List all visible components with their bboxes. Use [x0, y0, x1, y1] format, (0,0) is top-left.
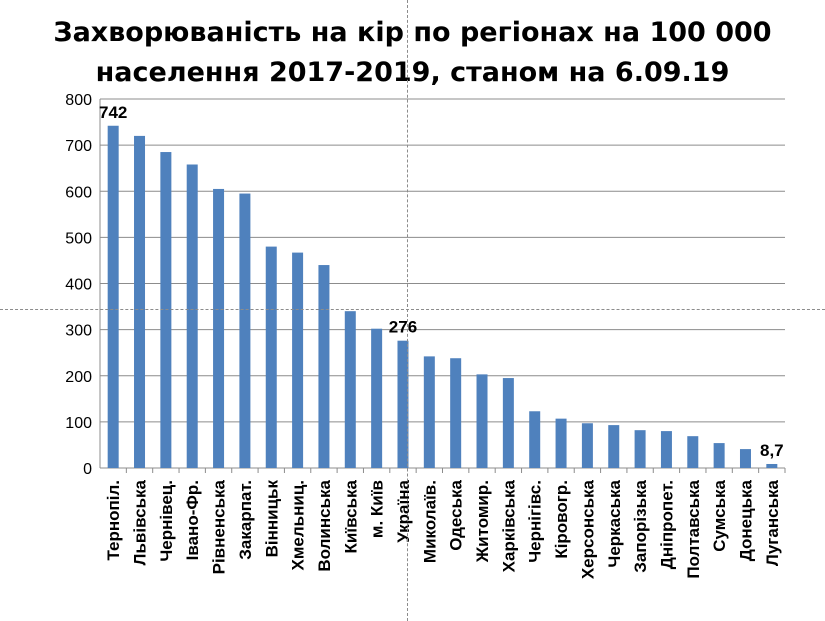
bar [318, 265, 330, 468]
x-tick-label: Хмельниц. [289, 480, 308, 571]
horizontal-guide-line [0, 309, 825, 310]
x-tick-label: Черкаська [605, 479, 624, 567]
x-tick-label: Чернівец. [157, 480, 176, 562]
y-tick-label: 700 [65, 138, 92, 155]
x-tick-label: Сумська [710, 479, 729, 551]
x-tick-label: Полтавська [684, 479, 703, 578]
bar [292, 252, 304, 468]
bar [634, 430, 646, 468]
x-tick-label: Тернопіл. [104, 480, 123, 561]
vertical-guide-line [407, 0, 408, 621]
chart-title-line-1: Захворюваність на кір по регіонах на 100… [53, 17, 772, 48]
x-tick-label: Чернігівс. [526, 480, 545, 563]
x-tick-label: Луганська [763, 479, 782, 566]
data-label: 8,7 [760, 441, 784, 460]
y-tick-label: 800 [65, 92, 92, 109]
bar [213, 188, 225, 468]
bar [107, 125, 119, 468]
bar [581, 423, 593, 468]
y-tick-label: 600 [65, 184, 92, 201]
y-tick-label: 500 [65, 230, 92, 247]
x-tick-label: Кіровогр. [552, 480, 571, 559]
y-tick-label: 0 [83, 461, 92, 478]
bar [134, 135, 146, 468]
x-tick-label: Одеська [447, 479, 466, 550]
bar [239, 193, 251, 468]
x-tick-label: Волинська [315, 479, 334, 571]
x-tick-label: Київська [341, 479, 360, 553]
x-tick-label: Дніпропет. [657, 480, 676, 569]
x-tick-label: Житомир. [473, 480, 492, 563]
bar [555, 418, 567, 468]
bar [397, 340, 409, 468]
x-tick-label: Україна [394, 479, 413, 542]
bar [371, 328, 383, 468]
data-label: 276 [389, 318, 417, 337]
x-tick-label: Вінницьк [262, 480, 281, 558]
bar [660, 431, 672, 468]
x-tick-label: Львівська [131, 479, 150, 565]
x-tick-label: Миколаїв. [420, 480, 439, 563]
bar [529, 411, 541, 468]
x-tick-label: м. Київ [368, 480, 387, 538]
bar [739, 449, 751, 468]
x-tick-label: Запорізька [631, 479, 650, 572]
x-tick-label: Харківська [499, 479, 518, 572]
x-tick-label: Херсонська [578, 479, 597, 579]
bar [608, 425, 620, 468]
chart-title-line-2: населення 2017-2019, станом на 6.09.19 [95, 57, 730, 88]
y-tick-label: 300 [65, 323, 92, 340]
bar [476, 374, 488, 468]
y-tick-label: 400 [65, 277, 92, 294]
bar [160, 152, 172, 468]
data-label: 742 [99, 103, 127, 122]
bar [265, 246, 277, 468]
y-tick-label: 100 [65, 415, 92, 432]
x-tick-label: Івано-Фр. [183, 480, 202, 560]
bar [344, 311, 356, 468]
bar [502, 378, 514, 468]
x-tick-label: Закарпат. [236, 480, 255, 560]
bar [687, 436, 699, 468]
bar [766, 463, 778, 468]
x-tick-label: Рівненська [210, 479, 229, 574]
bar [423, 356, 435, 468]
bar [186, 164, 198, 468]
y-tick-label: 200 [65, 369, 92, 386]
bar [450, 358, 462, 468]
bar [713, 443, 725, 468]
x-tick-label: Донецька [736, 479, 755, 561]
